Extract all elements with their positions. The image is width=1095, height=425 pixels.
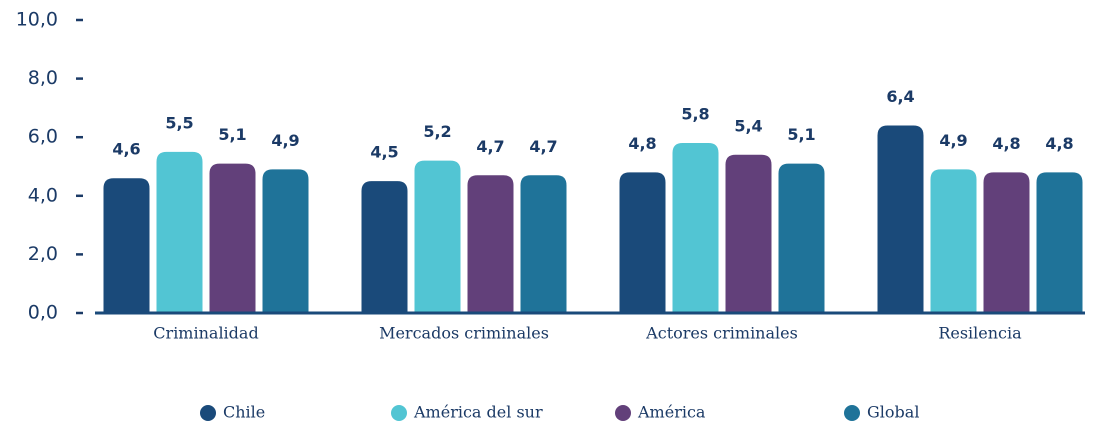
bar [983, 172, 1030, 313]
legend-marker [615, 405, 631, 421]
legend-label: América [637, 403, 706, 422]
legend-label: Chile [223, 403, 265, 422]
value-label: 5,1 [218, 125, 246, 144]
bar [1036, 172, 1083, 313]
value-label: 4,7 [476, 137, 504, 156]
x-tick-label: Criminalidad [153, 324, 258, 343]
bar [930, 169, 977, 313]
bar [467, 175, 514, 313]
legend-label: Global [867, 403, 919, 422]
x-tick-label: Actores criminales [645, 324, 798, 343]
y-tick-label: 10,0 [16, 9, 58, 31]
value-label: 5,2 [423, 122, 451, 141]
bar [725, 154, 772, 313]
bar [877, 125, 924, 313]
legend-label: América del sur [413, 403, 543, 422]
bar [778, 163, 825, 313]
y-tick-label: 0,0 [28, 302, 58, 324]
value-label: 5,5 [165, 113, 193, 132]
value-label: 4,8 [1045, 134, 1073, 153]
x-tick-label: Resilencia [938, 324, 1022, 343]
value-label: 6,4 [886, 87, 914, 106]
bar [619, 172, 666, 313]
legend-marker [200, 405, 216, 421]
value-label: 4,7 [529, 137, 557, 156]
y-tick-label: 8,0 [28, 67, 58, 89]
bar [103, 178, 150, 313]
value-label: 4,8 [628, 134, 656, 153]
value-label: 4,9 [939, 131, 967, 150]
y-tick-label: 6,0 [28, 126, 58, 148]
value-label: 4,5 [370, 143, 398, 162]
bar [520, 175, 567, 313]
value-label: 5,8 [681, 105, 709, 124]
bar [156, 151, 203, 313]
value-label: 5,4 [734, 116, 762, 135]
legend-marker [844, 405, 860, 421]
value-label: 5,1 [787, 125, 815, 144]
x-tick-label: Mercados criminales [379, 324, 549, 343]
y-tick-label: 4,0 [28, 184, 58, 206]
bar [262, 169, 309, 313]
legend-marker [391, 405, 407, 421]
bar [672, 143, 719, 313]
value-label: 4,6 [112, 140, 140, 159]
value-label: 4,9 [271, 131, 299, 150]
bar [209, 163, 256, 313]
bar [414, 160, 461, 313]
y-tick-label: 2,0 [28, 243, 58, 265]
bar [361, 181, 408, 313]
value-label: 4,8 [992, 134, 1020, 153]
